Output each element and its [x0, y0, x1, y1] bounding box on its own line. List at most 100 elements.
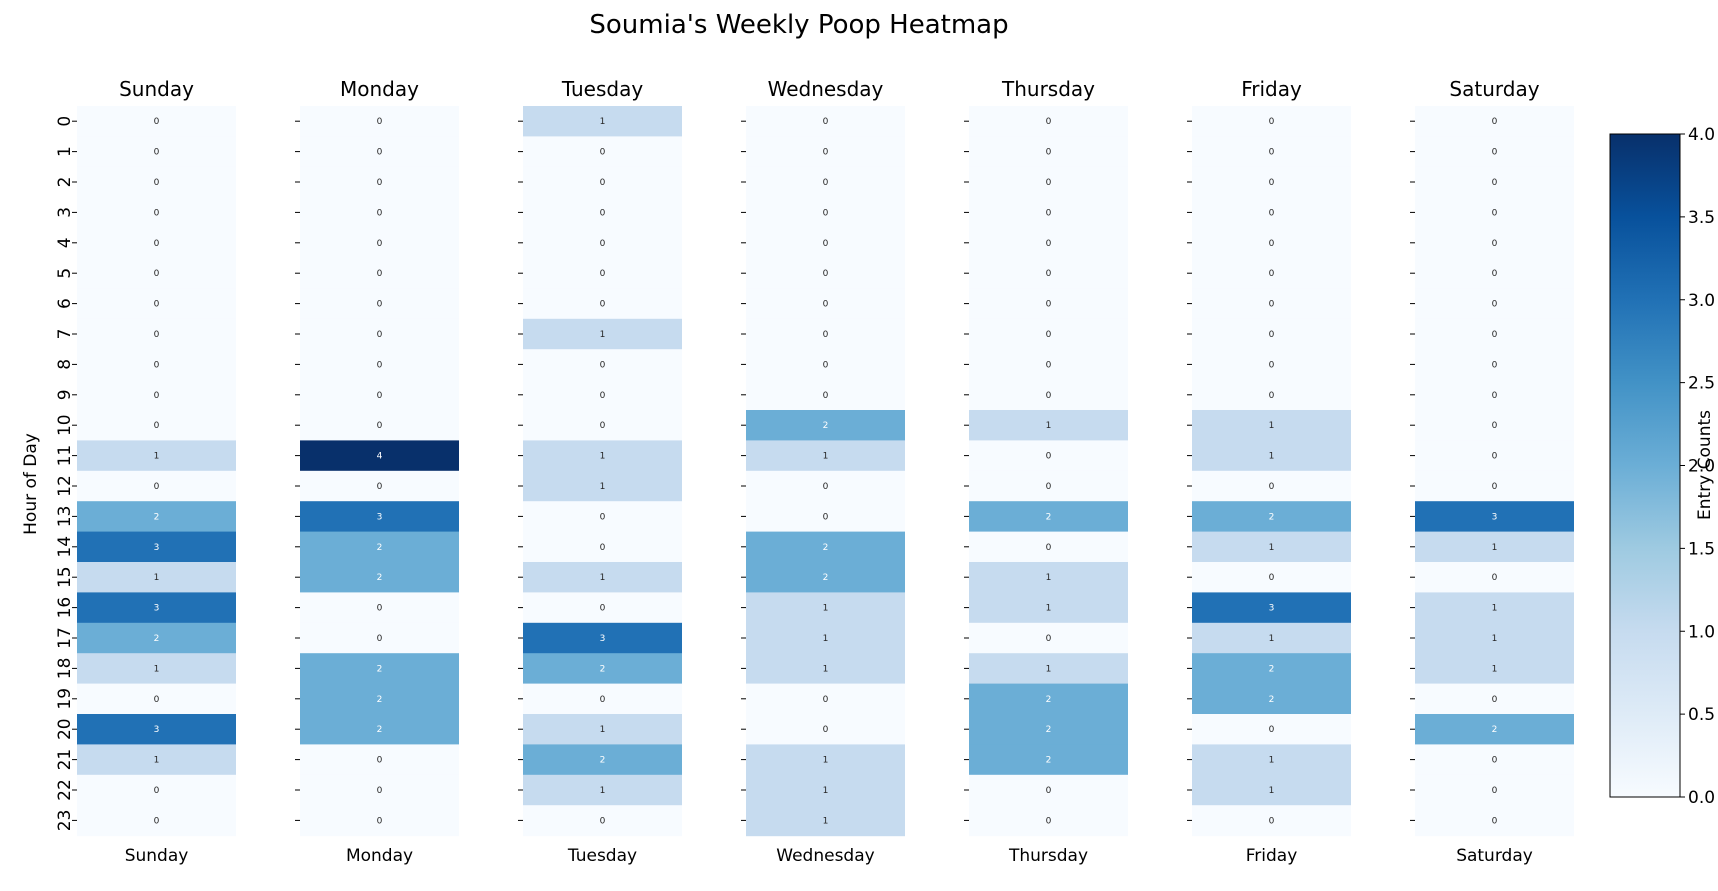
heatmap-cell — [300, 227, 459, 259]
cell-value-label: 1 — [154, 573, 160, 583]
heatmap-cell — [77, 562, 236, 593]
panel-title: Tuesday — [561, 77, 644, 101]
y-tick-label: 5 — [55, 268, 75, 279]
heatmap-cell — [1192, 258, 1351, 289]
heatmap-cell — [300, 592, 459, 624]
heatmap-cell — [1415, 440, 1574, 472]
cell-value-label: 1 — [600, 117, 606, 127]
heatmap-cell — [746, 379, 905, 411]
heatmap-cell — [523, 774, 682, 806]
heatmap-cell — [523, 197, 682, 229]
cell-value-label: 0 — [1492, 756, 1498, 766]
cell-value-label: 0 — [154, 269, 160, 279]
heatmap-cell — [1415, 227, 1574, 259]
heatmap-cell — [77, 683, 236, 715]
heatmap-cell — [746, 683, 905, 715]
y-tick-label: 11 — [55, 445, 75, 467]
heatmap-cell — [746, 774, 905, 806]
cell-value-label: 0 — [1269, 482, 1275, 492]
heatmap-cell — [77, 258, 236, 289]
heatmap-cell — [1192, 349, 1351, 381]
cell-value-label: 1 — [1046, 573, 1052, 583]
cell-value-label: 1 — [823, 816, 829, 826]
heatmap-cell — [77, 622, 236, 654]
heatmap-cell — [1192, 166, 1351, 198]
heatmap-cell — [1192, 318, 1351, 350]
panel-friday: Friday 0 0 0 0 0 0 0 0 0 0 1 1 0 2 1 0 3 1 2 2 0 1 1 0 Friday — [1187, 77, 1351, 866]
heatmap-cell — [746, 714, 905, 745]
cell-value-label: 1 — [1046, 664, 1052, 674]
cell-value-label: 3 — [1269, 604, 1275, 614]
heatmap-cell — [746, 106, 905, 137]
cell-value-label: 2 — [1046, 756, 1052, 766]
heatmap-cell — [523, 166, 682, 198]
y-tick-label: 1 — [55, 146, 75, 157]
heatmap-cell — [300, 440, 459, 472]
heatmap-cell — [523, 592, 682, 624]
cell-value-label: 1 — [1269, 634, 1275, 644]
heatmap-cell — [300, 531, 459, 563]
cell-value-label: 0 — [1046, 786, 1052, 796]
x-tick-label: Friday — [1246, 846, 1298, 866]
cell-value-label: 0 — [600, 816, 606, 826]
panel-thursday: Thursday 0 0 0 0 0 0 0 0 0 0 1 0 0 2 0 1 1 0 1 2 2 2 0 0 Thursday — [964, 77, 1128, 866]
colorbar-tick-label: 1.5 — [1688, 539, 1715, 559]
cell-value-label: 2 — [154, 634, 160, 644]
y-tick-label: 21 — [55, 749, 75, 771]
y-tick-label: 6 — [55, 298, 75, 309]
heatmap-cell — [523, 136, 682, 168]
cell-value-label: 1 — [1269, 452, 1275, 462]
cell-value-label: 2 — [823, 421, 829, 431]
cell-value-label: 0 — [823, 725, 829, 735]
heatmap-cell — [746, 592, 905, 624]
colorbar: 0.0 0.5 1.0 1.5 2.0 2.5 3.0 3.5 4.0 Entry Counts — [1609, 125, 1715, 808]
y-tick-label: 3 — [55, 207, 75, 218]
heatmap-cell — [1415, 318, 1574, 350]
heatmap-cell — [300, 683, 459, 715]
cell-value-label: 0 — [377, 269, 383, 279]
cell-value-label: 0 — [154, 360, 160, 370]
y-tick-label: 17 — [55, 627, 75, 649]
heatmap-cell — [77, 774, 236, 806]
cell-value-label: 1 — [1492, 634, 1498, 644]
cell-value-label: 0 — [600, 269, 606, 279]
y-tick-label: 4 — [55, 237, 75, 248]
cell-value-label: 0 — [377, 239, 383, 249]
heatmap-cell — [746, 622, 905, 654]
cell-value-label: 0 — [1269, 816, 1275, 826]
heatmap-cell — [300, 166, 459, 198]
heatmap-cell — [1415, 106, 1574, 137]
cell-value-label: 0 — [154, 117, 160, 127]
cell-value-label: 0 — [1046, 634, 1052, 644]
y-tick-label: 14 — [55, 536, 75, 558]
cell-value-label: 0 — [1492, 573, 1498, 583]
heatmap-cell — [969, 166, 1128, 198]
y-tick-label: 12 — [55, 475, 75, 497]
heatmap-cell — [523, 227, 682, 259]
heatmap-cell — [300, 106, 459, 137]
cell-value-label: 1 — [1492, 604, 1498, 614]
cell-value-label: 0 — [1046, 178, 1052, 188]
heatmap-cell — [1415, 562, 1574, 593]
heatmap-cell — [523, 531, 682, 563]
cell-value-label: 0 — [823, 300, 829, 310]
cell-value-label: 0 — [154, 239, 160, 249]
y-tick-label: 13 — [55, 506, 75, 528]
cell-value-label: 0 — [1269, 360, 1275, 370]
x-tick-label: Saturday — [1456, 846, 1533, 866]
cell-value-label: 0 — [600, 695, 606, 705]
cell-value-label: 1 — [1269, 543, 1275, 553]
cell-value-label: 0 — [1492, 786, 1498, 796]
cell-value-label: 2 — [154, 512, 160, 522]
heatmap-cell — [1192, 531, 1351, 563]
heatmap-cell — [1415, 592, 1574, 624]
colorbar-label: Entry Counts — [1695, 410, 1715, 520]
heatmap-cell — [1192, 714, 1351, 745]
heatmap-cell — [300, 197, 459, 229]
heatmap-cell — [746, 653, 905, 685]
heatmap-cell — [969, 653, 1128, 685]
heatmap-cell — [1415, 136, 1574, 168]
cell-value-label: 0 — [1269, 573, 1275, 583]
heatmap-cell — [1415, 349, 1574, 381]
heatmap-cell — [746, 470, 905, 502]
